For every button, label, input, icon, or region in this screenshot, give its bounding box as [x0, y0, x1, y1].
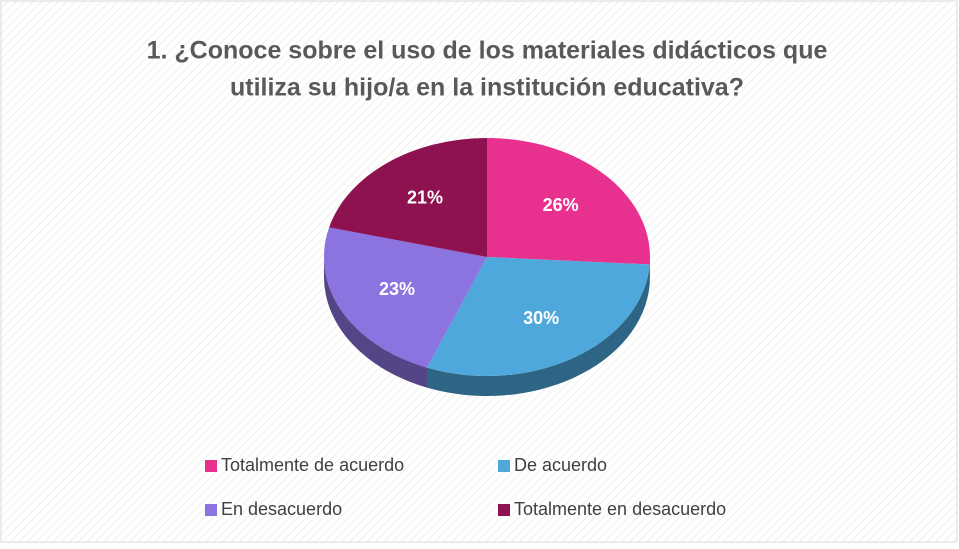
legend-swatch	[205, 504, 217, 516]
data-label: 21%	[407, 187, 443, 207]
data-label: 30%	[523, 308, 559, 328]
legend-label: De acuerdo	[514, 455, 607, 475]
legend-label: En desacuerdo	[221, 499, 342, 519]
legend-label: Totalmente de acuerdo	[221, 455, 404, 475]
legend-swatch	[498, 504, 510, 516]
legend-swatch	[498, 460, 510, 472]
legend-label: Totalmente en desacuerdo	[514, 499, 726, 519]
chart-title: utiliza su hijo/a en la institución educ…	[230, 74, 744, 102]
data-label: 23%	[379, 279, 415, 299]
chart-title: 1. ¿Conoce sobre el uso de los materiale…	[147, 37, 828, 65]
data-label: 26%	[543, 195, 579, 215]
legend-swatch	[205, 460, 217, 472]
